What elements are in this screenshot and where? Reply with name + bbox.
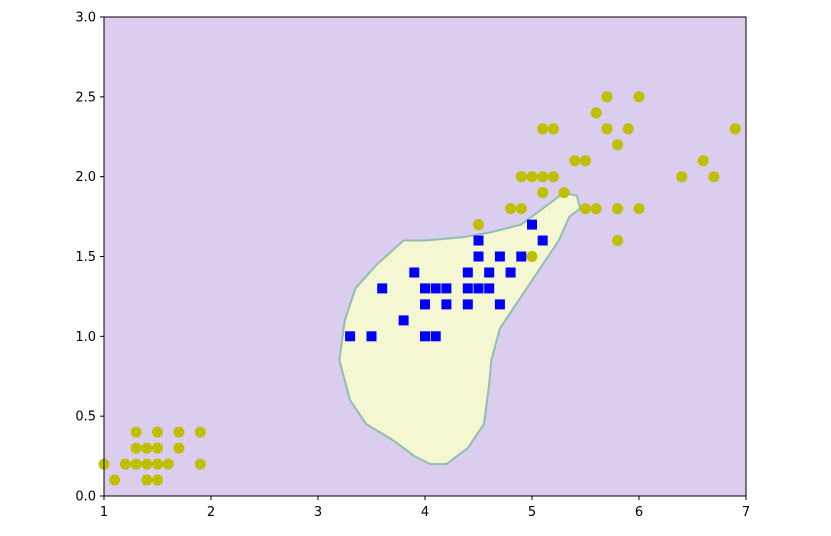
square-point-1 [366,331,377,342]
square-point-4 [409,267,420,278]
circle-point-20 [515,171,527,183]
square-point-23 [516,251,527,262]
circle-point-34 [590,203,602,215]
y-tick-label-3: 1.5 [75,250,96,265]
circle-point-27 [547,123,559,135]
y-tick-label-0: 0.0 [75,490,96,505]
circle-point-29 [558,187,570,199]
circle-point-7 [141,458,153,470]
square-point-6 [420,299,430,310]
circle-point-5 [130,458,142,470]
square-point-18 [484,267,495,278]
circle-point-35 [601,91,613,103]
square-point-7 [420,331,430,342]
square-point-24 [527,219,537,230]
y-tick-label-1: 0.5 [75,410,96,425]
square-point-5 [420,283,430,294]
circle-point-10 [152,442,163,454]
x-tick-label-3: 4 [421,505,429,520]
y-tick-label-4: 2.0 [75,170,96,185]
circle-point-18 [473,219,484,231]
y-tick-label-2: 1.0 [75,330,96,345]
circle-point-6 [141,442,153,454]
circle-point-16 [194,426,206,438]
circle-point-1 [109,474,121,486]
circle-point-28 [547,171,559,183]
circle-point-9 [152,426,163,438]
circle-point-39 [612,235,624,246]
x-tick-label-2: 3 [314,505,322,520]
square-point-17 [473,283,484,294]
square-point-13 [462,283,473,294]
x-tick-label-4: 5 [528,505,536,520]
circle-point-38 [612,203,624,215]
circle-point-43 [676,171,688,183]
circle-point-3 [130,426,142,438]
circle-point-22 [526,171,538,183]
square-point-21 [494,299,505,310]
square-point-9 [430,283,441,294]
square-point-10 [441,283,452,294]
circle-point-44 [697,155,709,167]
square-point-2 [377,283,388,294]
y-tick-label-5: 2.5 [75,90,96,105]
y-axis: 0.0 0.5 1.0 1.5 2.0 2.5 3.0 [75,11,104,505]
square-point-22 [505,267,516,278]
x-axis: 1 2 3 4 5 6 7 [100,496,750,520]
square-point-11 [441,299,452,310]
circle-point-17 [194,458,206,470]
circle-point-14 [173,426,185,438]
square-point-25 [537,235,548,246]
circle-point-8 [141,474,153,486]
square-point-14 [462,299,473,310]
circle-point-12 [152,474,163,486]
square-point-12 [462,267,473,278]
data-points [98,91,741,486]
square-point-16 [473,251,484,262]
circle-point-23 [526,251,538,262]
circle-point-45 [708,171,720,183]
circle-point-37 [612,139,624,151]
circle-point-13 [162,458,174,470]
circle-point-33 [590,107,602,119]
circle-point-46 [729,123,741,135]
square-point-19 [484,283,495,294]
circle-point-30 [569,155,581,167]
circle-point-31 [580,155,591,167]
circle-point-32 [580,203,591,215]
square-point-15 [473,235,484,246]
x-tick-label-6: 7 [742,505,750,520]
circle-point-24 [537,123,549,135]
square-point-0 [345,331,356,342]
circle-point-21 [515,203,527,215]
circle-point-40 [622,123,634,135]
circle-point-36 [601,123,613,135]
circle-point-26 [537,187,549,199]
circle-point-42 [633,203,645,215]
circle-point-41 [633,91,645,103]
circle-point-19 [505,203,517,215]
circle-point-2 [119,458,131,470]
circle-point-15 [173,442,185,454]
square-point-3 [398,315,409,326]
circle-point-4 [130,442,142,454]
square-point-8 [430,331,441,342]
y-tick-label-6: 3.0 [75,11,96,26]
square-point-20 [494,251,505,262]
circle-point-25 [537,171,549,183]
x-tick-label-5: 6 [635,505,643,520]
circle-point-11 [152,458,163,470]
x-tick-label-1: 2 [207,505,215,520]
x-tick-label-0: 1 [100,505,108,520]
